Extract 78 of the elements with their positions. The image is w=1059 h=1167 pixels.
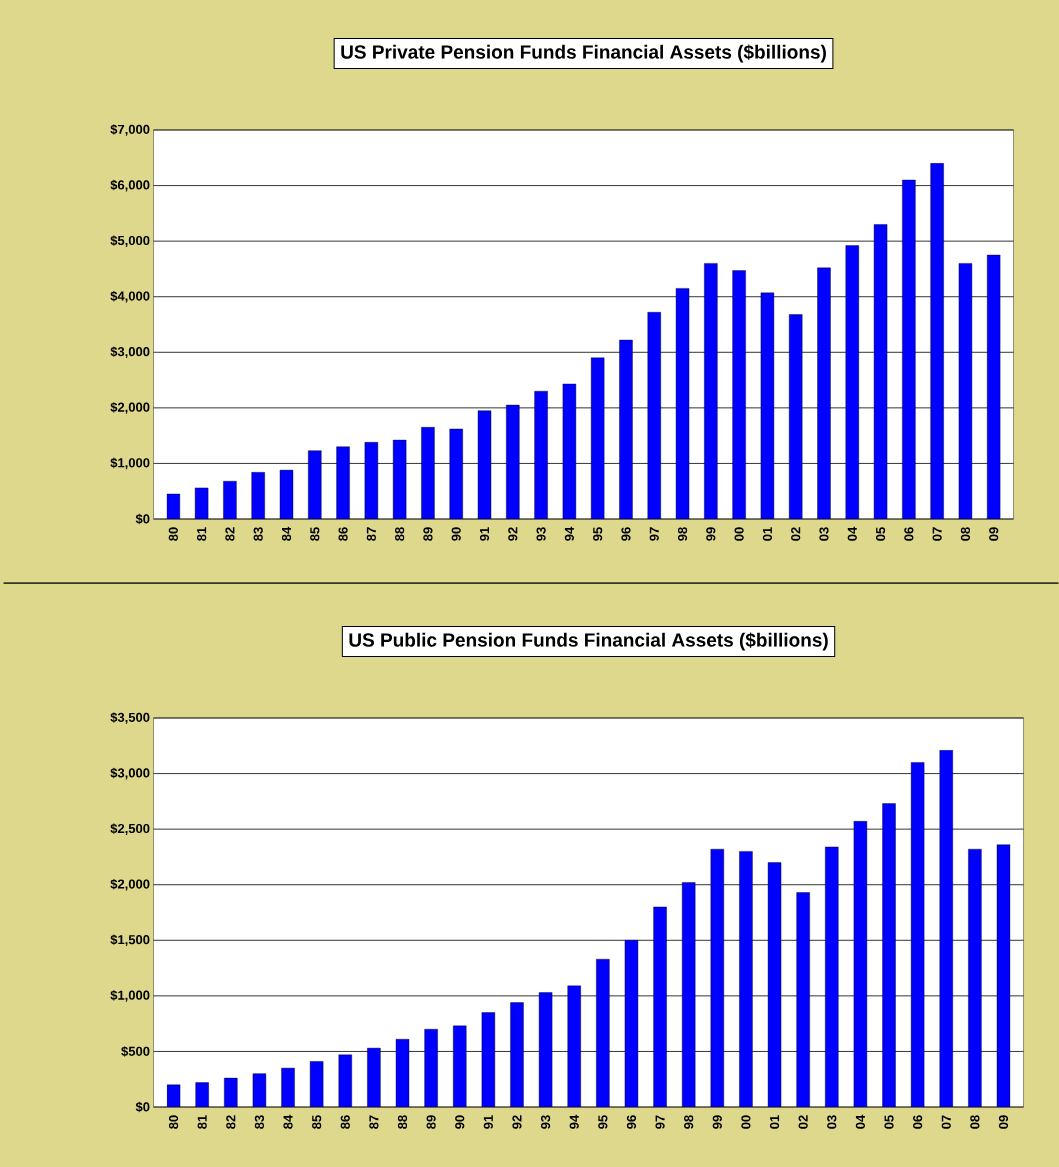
y-tick-label: $3,000 <box>110 346 150 359</box>
x-tick-label: 80 <box>168 1115 179 1129</box>
x-tick-label: 08 <box>970 1115 980 1129</box>
x-tick-label: 93 <box>540 1115 551 1129</box>
x-tick-label: 95 <box>592 527 603 541</box>
chart-title: US Public Pension Funds Financial Assets ($billions) <box>349 632 828 651</box>
x-tick-label: 90 <box>451 527 461 541</box>
x-tick-label: 03 <box>827 1115 837 1129</box>
x-tick-label: 98 <box>683 1115 694 1129</box>
x-tick-label: 83 <box>254 1115 264 1129</box>
x-tick-label: 94 <box>569 1114 579 1129</box>
x-tick-label: 88 <box>397 1115 407 1129</box>
x-tick-label: 87 <box>366 527 376 541</box>
x-tick-label: 08 <box>960 527 970 541</box>
x-tick-label: 84 <box>283 1114 293 1129</box>
x-tick-label: 07 <box>932 527 942 541</box>
y-tick-label: $2,000 <box>110 402 150 414</box>
x-tick-label: 85 <box>311 1115 322 1129</box>
x-tick-label: 80 <box>168 527 178 541</box>
x-tick-label: 95 <box>598 1115 608 1129</box>
x-tick-label: 01 <box>762 527 772 541</box>
y-tick-label: $1,000 <box>110 990 150 1002</box>
y-tick-label: $0 <box>135 1101 150 1113</box>
y-tick-label: $1,500 <box>110 934 150 947</box>
y-tick-label: $2,500 <box>110 823 150 835</box>
x-tick-label: 01 <box>769 1115 780 1129</box>
y-tick-label: $500 <box>121 1046 150 1057</box>
x-tick-label: 86 <box>340 1115 350 1129</box>
x-tick-label: 81 <box>197 1115 207 1129</box>
x-tick-label: 81 <box>196 527 207 541</box>
x-tick-label: 93 <box>536 527 546 541</box>
x-tick-label: 94 <box>564 526 574 541</box>
y-tick-label: $6,000 <box>110 179 150 192</box>
x-tick-label: 06 <box>904 527 914 541</box>
x-tick-label: 97 <box>655 1115 665 1129</box>
y-tick-label: $3,000 <box>110 767 150 780</box>
x-tick-label: 00 <box>734 527 744 541</box>
x-tick-label: 05 <box>875 527 886 541</box>
x-tick-label: 82 <box>225 527 235 541</box>
x-tick-label: 84 <box>281 526 291 541</box>
x-tick-label: 96 <box>626 1115 636 1129</box>
y-tick-label: $7,000 <box>110 124 150 136</box>
x-tick-label: 99 <box>706 527 716 541</box>
x-tick-label: 86 <box>338 527 348 541</box>
x-tick-label: 04 <box>847 526 857 541</box>
y-tick-label: $2,000 <box>110 878 150 891</box>
x-tick-label: 92 <box>512 1115 522 1129</box>
y-tick-label: $1,000 <box>110 457 150 470</box>
x-tick-label: 06 <box>912 1115 923 1129</box>
x-tick-label: 88 <box>394 527 405 541</box>
x-tick-label: 02 <box>798 1115 808 1129</box>
x-tick-label: 98 <box>677 527 688 541</box>
x-tick-label: 87 <box>369 1115 379 1129</box>
x-tick-label: 00 <box>741 1115 751 1129</box>
x-tick-label: 89 <box>426 1115 436 1129</box>
x-tick-label: 03 <box>819 527 829 541</box>
x-tick-label: 05 <box>884 1115 894 1129</box>
y-tick-label: $4,000 <box>110 290 150 303</box>
x-tick-label: 07 <box>941 1115 951 1129</box>
x-tick-label: 91 <box>479 527 489 541</box>
y-tick-label: $5,000 <box>110 235 150 247</box>
x-tick-label: 85 <box>310 527 320 541</box>
x-tick-label: 02 <box>790 527 801 541</box>
chart-title: US Private Pension Funds Financial Assets ($billions) <box>341 44 826 63</box>
y-tick-label: $0 <box>135 513 150 525</box>
x-tick-label: 96 <box>621 527 631 541</box>
x-tick-label: 82 <box>226 1115 236 1129</box>
x-tick-label: 09 <box>989 527 999 541</box>
x-tick-label: 83 <box>253 527 263 541</box>
x-tick-label: 99 <box>712 1115 722 1129</box>
x-tick-label: 92 <box>508 527 518 541</box>
x-tick-label: 91 <box>483 1115 493 1129</box>
x-tick-label: 97 <box>649 527 659 541</box>
x-tick-label: 04 <box>855 1114 865 1129</box>
x-tick-label: 90 <box>455 1115 465 1129</box>
x-tick-label: 89 <box>423 527 433 541</box>
x-tick-label: 09 <box>998 1115 1008 1129</box>
y-tick-label: $3,500 <box>110 712 150 724</box>
